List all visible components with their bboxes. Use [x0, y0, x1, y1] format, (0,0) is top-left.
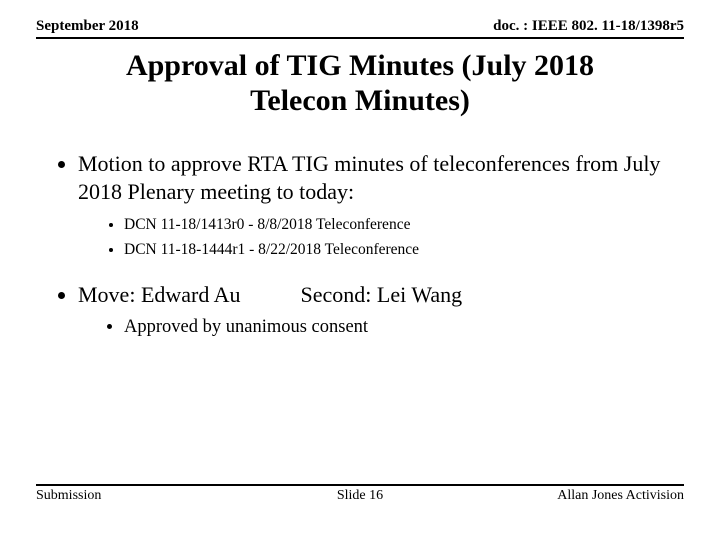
approved-item: Approved by unanimous consent	[124, 316, 684, 339]
motion-text: Motion to approve RTA TIG minutes of tel…	[78, 151, 660, 204]
dcn-item-2: DCN 11-18-1444r1 - 8/22/2018 Teleconfere…	[124, 240, 684, 261]
approved-list: Approved by unanimous consent	[78, 316, 684, 339]
move-second-row: Move: Edward Au Second: Lei Wang	[78, 281, 684, 309]
slide-page: September 2018 doc. : IEEE 802. 11-18/13…	[0, 0, 720, 540]
footer-right: Allan Jones Activision	[557, 488, 684, 504]
move-second-item: Move: Edward Au Second: Lei Wang Approve…	[78, 281, 684, 340]
footer-row: Submission Slide 16 Allan Jones Activisi…	[36, 484, 684, 504]
header-docref: doc. : IEEE 802. 11-18/1398r5	[493, 18, 684, 35]
second-text: Second: Lei Wang	[301, 281, 463, 309]
title-line-2: Telecon Minutes)	[36, 84, 684, 119]
dcn-list: DCN 11-18/1413r0 - 8/8/2018 Teleconferen…	[78, 215, 684, 261]
footer-left: Submission	[36, 488, 101, 504]
slide-title: Approval of TIG Minutes (July 2018 Telec…	[36, 49, 684, 118]
dcn-item-1: DCN 11-18/1413r0 - 8/8/2018 Teleconferen…	[124, 215, 684, 236]
motion-item: Motion to approve RTA TIG minutes of tel…	[78, 150, 684, 261]
title-line-1: Approval of TIG Minutes (July 2018	[36, 49, 684, 84]
move-text: Move: Edward Au	[78, 281, 241, 309]
header-row: September 2018 doc. : IEEE 802. 11-18/13…	[36, 18, 684, 39]
header-date: September 2018	[36, 18, 139, 35]
body-list: Motion to approve RTA TIG minutes of tel…	[36, 150, 684, 339]
